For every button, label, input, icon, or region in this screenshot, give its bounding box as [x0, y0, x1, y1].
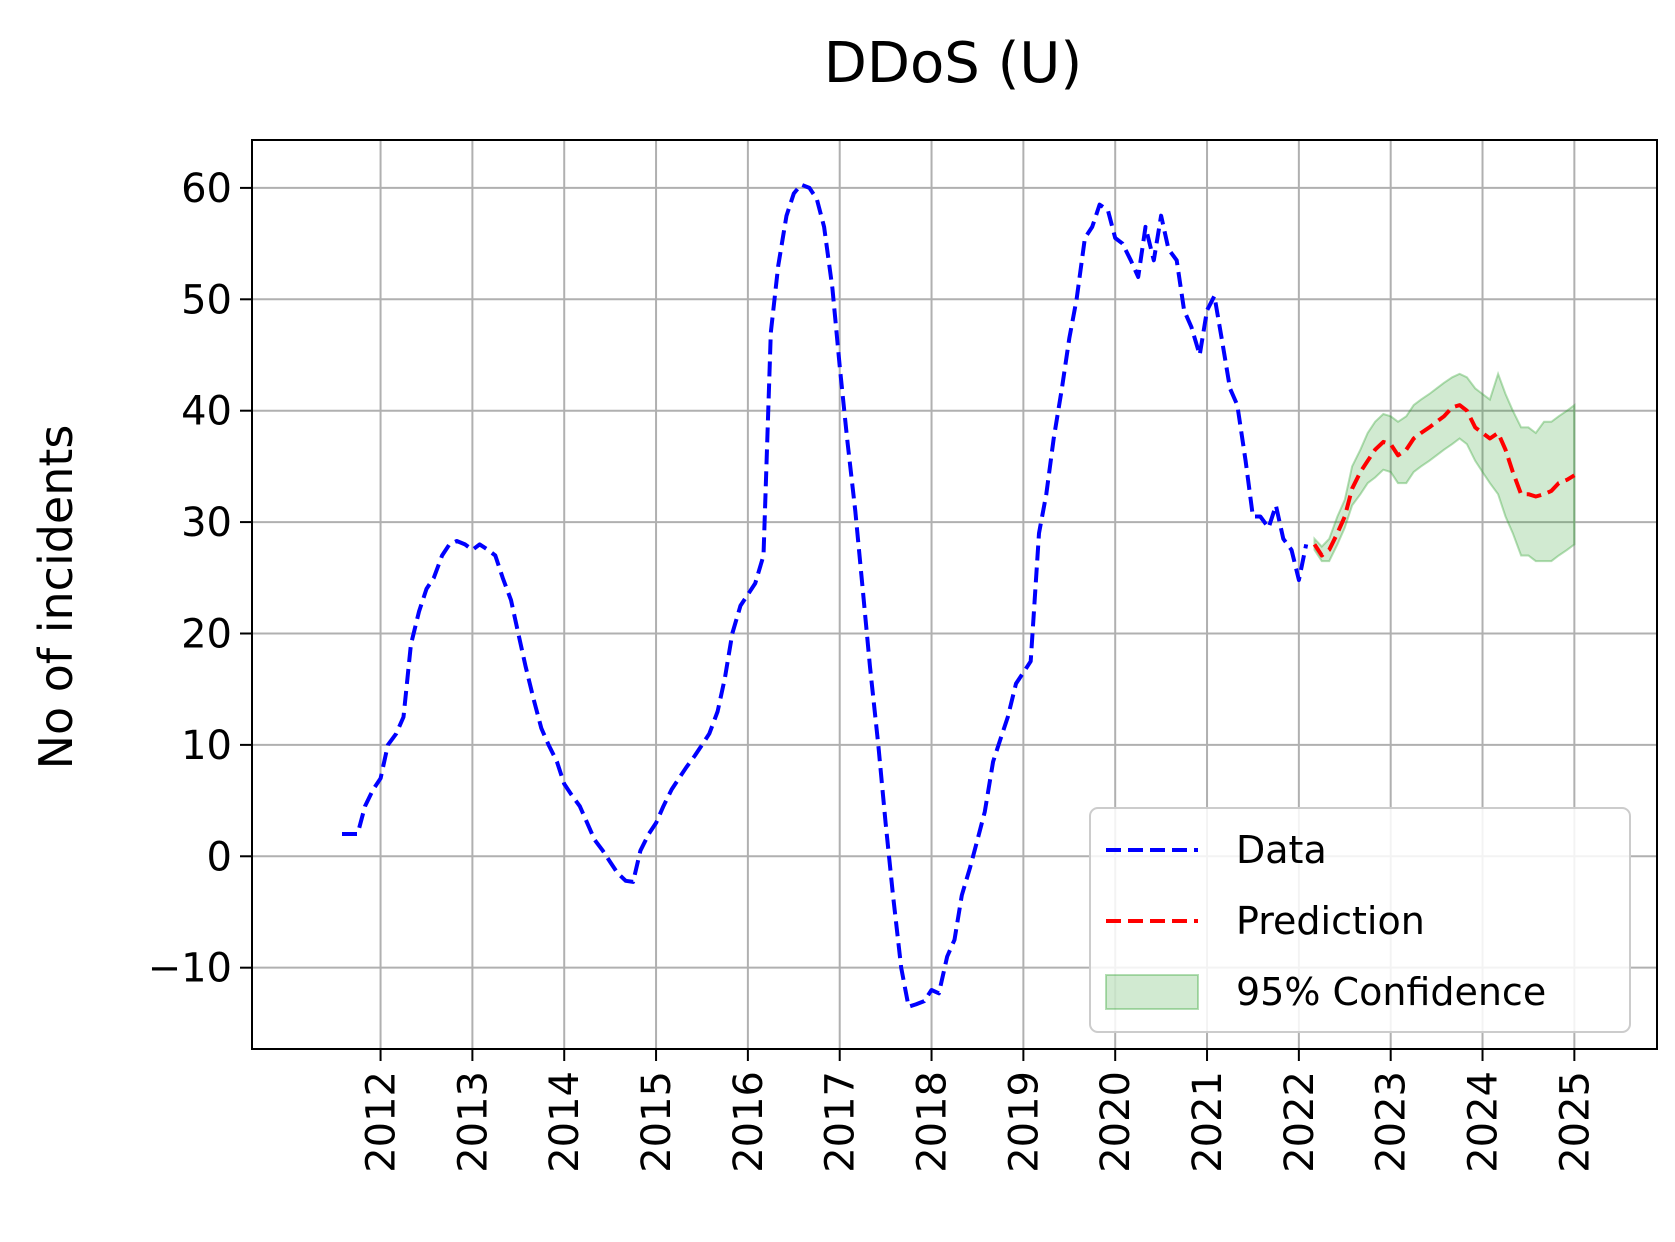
y-axis-label: No of incidents	[29, 425, 83, 770]
y-tick-label: 10	[181, 723, 232, 769]
x-tick-label: 2015	[634, 1071, 680, 1173]
series-line-data	[342, 182, 1309, 1009]
y-axis-ticks: −10 0 10 20 30 40 50 60	[148, 166, 252, 992]
x-tick-label: 2017	[818, 1071, 864, 1173]
x-tick-label: 2014	[542, 1071, 588, 1173]
confidence-band-area	[1313, 370, 1576, 563]
y-tick-label: 30	[181, 500, 232, 546]
y-tick-label: −10	[148, 946, 232, 992]
legend-swatch-band	[1105, 974, 1199, 1010]
series-line-prediction	[1312, 403, 1576, 558]
y-tick-label: 50	[181, 277, 232, 323]
x-tick-label: 2016	[726, 1071, 772, 1173]
plot-frame	[251, 139, 1658, 1050]
x-tick-label: 2020	[1093, 1071, 1139, 1173]
x-tick-label: 2021	[1185, 1071, 1231, 1173]
x-tick-label: 2025	[1552, 1071, 1598, 1173]
x-axis-ticks: 2012 2013 2014 2015 2016 2017 2018 2019 2020 2021…	[359, 1049, 1598, 1173]
y-tick-label: 40	[181, 389, 232, 435]
legend: Data Prediction 95% Confidence	[1089, 807, 1631, 1033]
x-tick-label: 2023	[1369, 1071, 1415, 1173]
confidence-band	[1313, 370, 1576, 563]
legend-label: Data	[1236, 828, 1327, 872]
x-tick-label: 2019	[1001, 1071, 1047, 1173]
x-tick-label: 2018	[910, 1071, 956, 1173]
y-tick-label: 20	[181, 611, 232, 657]
y-tick-label: 0	[207, 834, 232, 880]
legend-label: 95% Confidence	[1236, 970, 1546, 1014]
x-tick-label: 2012	[359, 1071, 405, 1173]
x-tick-label: 2013	[450, 1071, 496, 1173]
chart-title: DDoS (U)	[824, 31, 1083, 96]
legend-box	[1089, 807, 1631, 1033]
series-lines	[342, 182, 1576, 1009]
x-tick-label: 2024	[1461, 1071, 1507, 1173]
y-tick-label: 60	[181, 166, 232, 212]
legend-label: Prediction	[1236, 899, 1425, 943]
x-tick-label: 2022	[1277, 1071, 1323, 1173]
